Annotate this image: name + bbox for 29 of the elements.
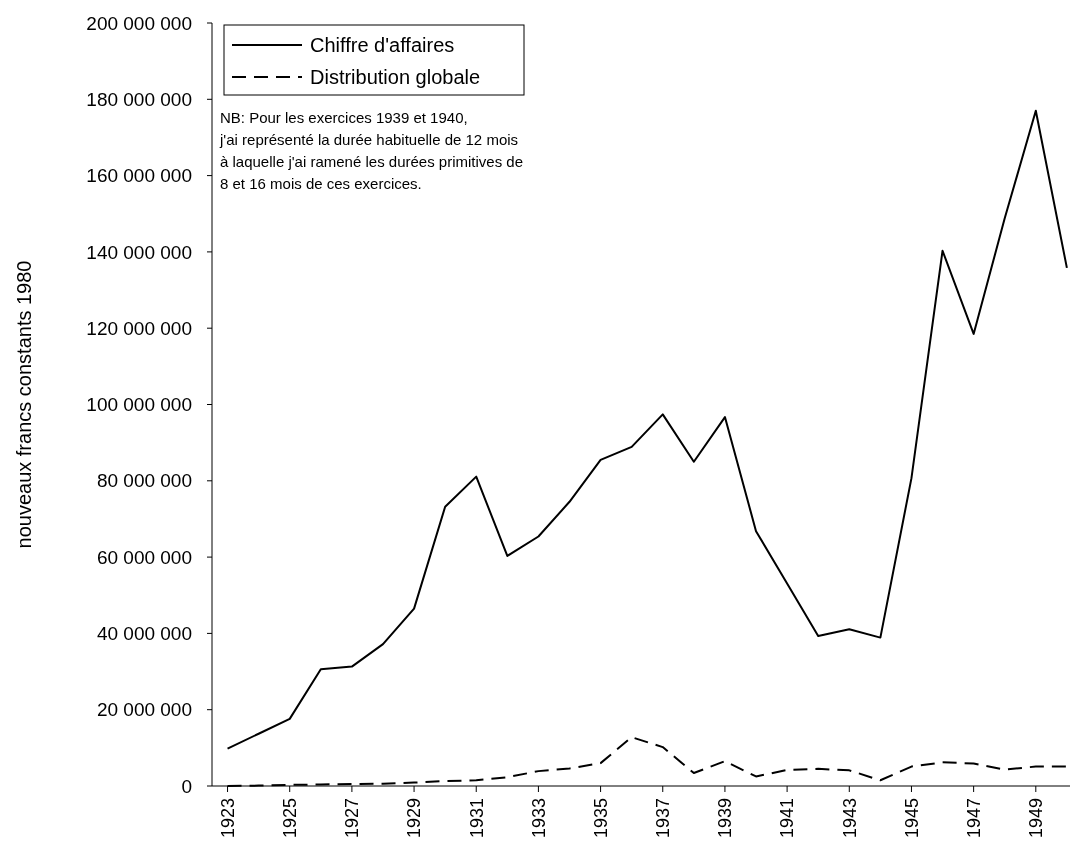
legend-label: Distribution globale [310, 66, 481, 88]
y-tick-label: 200 000 000 [86, 12, 192, 34]
legend-label: Chiffre d'affaires [310, 34, 455, 56]
x-tick-label: 1923 [217, 798, 238, 839]
x-tick-label: 1933 [528, 798, 549, 839]
x-tick-label: 1949 [1026, 798, 1047, 839]
annotation: NB: Pour les exercices 1939 et 1940, j'ai représenté la durée habituelle de 12 mois à laquelle j'ai ramené les durées primitives de 8 et 16 mois de ces exercices. [219, 109, 524, 192]
y-tick-label: 100 000 000 [86, 394, 192, 416]
y-tick-label: 140 000 000 [86, 241, 192, 263]
y-tick-label: 180 000 000 [86, 88, 192, 110]
y-tick-label: 120 000 000 [86, 317, 192, 339]
y-tick-label: 80 000 000 [96, 470, 192, 492]
x-tick-label: 1947 [963, 798, 984, 839]
x-tick-label: 1937 [653, 798, 674, 839]
y-tick-label: 60 000 000 [96, 546, 192, 568]
y-tick-label: 20 000 000 [96, 699, 192, 721]
x-tick-label: 1925 [280, 798, 301, 839]
x-tick-label: 1927 [342, 798, 363, 839]
x-tick-label: 1945 [901, 798, 922, 839]
y-axis-title: nouveaux francs constants 1980 [13, 260, 35, 549]
y-tick-label: 160 000 000 [86, 165, 192, 187]
y-tick-label: 0 [181, 775, 192, 797]
x-tick-label: 1935 [590, 798, 611, 839]
x-tick-label: 1939 [715, 798, 736, 839]
x-tick-label: 1929 [404, 798, 425, 839]
y-tick-label: 40 000 000 [96, 623, 192, 645]
x-tick-label: 1931 [466, 798, 487, 839]
x-tick-label: 1941 [777, 798, 798, 839]
x-tick-label: 1943 [839, 798, 860, 839]
